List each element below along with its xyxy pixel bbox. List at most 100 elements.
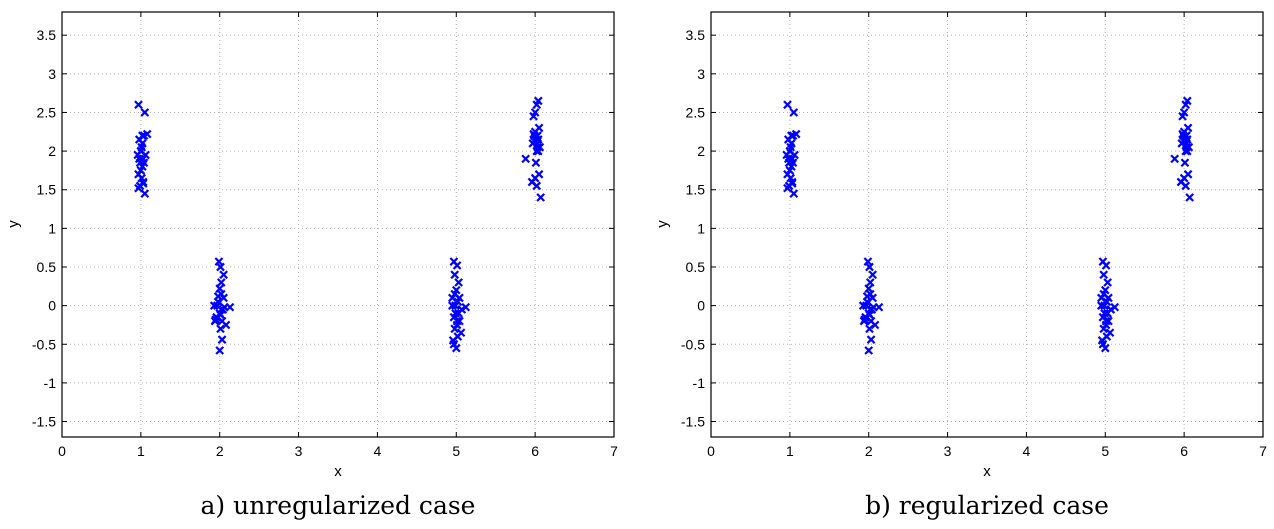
data-point <box>455 293 464 303</box>
data-point <box>1099 324 1109 334</box>
data-point <box>783 100 792 110</box>
data-point <box>1178 111 1187 121</box>
data-point <box>533 146 543 156</box>
y-tick-label: 3.5 <box>37 27 57 43</box>
x-tick-label: 4 <box>374 443 382 459</box>
plot-a: 0 1 2 3 4 5 6 7 -1.5 -1 -0.5 0 0.5 1 1.5 2 2.5 3 3.5 x y a… <box>5 11 618 520</box>
data-point <box>864 346 874 355</box>
data-point <box>789 189 799 198</box>
data-point <box>1098 339 1108 349</box>
data-point <box>142 129 152 139</box>
data-point <box>449 339 459 349</box>
data-point <box>1100 301 1109 310</box>
data-point <box>451 301 460 310</box>
plot-a-ylabel: y <box>5 220 22 228</box>
data-point <box>1182 96 1192 106</box>
data-point <box>787 139 796 148</box>
data-point <box>869 302 878 312</box>
y-tick-label: 3 <box>48 66 56 82</box>
plot-b: 0 1 2 3 4 5 6 7 -1.5 -1 -0.5 0 0.5 1 1.5 2 2.5 3 3.5 x y b… <box>654 11 1267 520</box>
data-point <box>454 278 464 287</box>
data-point <box>461 302 471 312</box>
data-point <box>136 146 146 156</box>
plot-a-ticks: 0 1 2 3 4 5 6 7 -1.5 -1 -0.5 0 0.5 1 1.5 2 2.5 3 3.5 <box>32 12 618 459</box>
data-point <box>215 346 225 355</box>
data-point <box>1178 129 1187 139</box>
data-point <box>138 139 147 148</box>
data-point <box>785 146 795 156</box>
plot-a-xlabel: x <box>334 463 342 480</box>
data-point <box>214 257 224 266</box>
data-point <box>1180 158 1190 168</box>
plot-b-ylabel: y <box>654 220 671 228</box>
data-point <box>139 158 149 168</box>
data-point <box>533 139 542 148</box>
data-point <box>874 302 884 312</box>
data-point <box>791 129 801 139</box>
x-tick-label: 5 <box>452 443 460 459</box>
y-tick-label: 0.5 <box>686 259 706 275</box>
plot-a-grid <box>62 12 614 437</box>
x-tick-label: 7 <box>610 443 618 459</box>
y-tick-label: -1.5 <box>681 414 705 430</box>
plot-b-ticks: 0 1 2 3 4 5 6 7 -1.5 -1 -0.5 0 0.5 1 1.5 2 2.5 3 3.5 <box>681 12 1267 459</box>
data-point <box>865 324 874 334</box>
data-point <box>788 158 798 168</box>
data-point <box>450 270 460 280</box>
data-point <box>1101 261 1111 270</box>
data-point <box>865 278 875 287</box>
data-point <box>859 316 869 326</box>
plot-a-frame <box>61 11 615 438</box>
data-point <box>529 129 538 139</box>
x-tick-label: 3 <box>295 443 303 459</box>
y-tick-label: 0 <box>697 298 705 314</box>
data-point <box>450 324 460 334</box>
data-point <box>787 179 797 188</box>
data-point <box>210 316 220 326</box>
plot-a-points <box>133 96 546 355</box>
data-point <box>1101 316 1111 326</box>
plot-a-caption: a) unregularized case <box>201 491 476 520</box>
data-point <box>217 335 227 344</box>
plot-b-xlabel: x <box>983 463 991 480</box>
data-point <box>1110 302 1120 312</box>
plot-b-caption: b) regularized case <box>865 491 1109 520</box>
data-point <box>861 301 871 310</box>
plot-b-points <box>782 96 1195 355</box>
y-tick-label: 2 <box>48 143 56 159</box>
x-tick-label: 1 <box>786 443 794 459</box>
data-point <box>216 310 225 320</box>
y-tick-label: -0.5 <box>32 336 56 352</box>
y-tick-label: 2 <box>697 143 705 159</box>
plot-b-grid <box>711 12 1263 437</box>
data-point <box>865 310 874 320</box>
x-tick-label: 2 <box>865 443 873 459</box>
y-tick-label: 1 <box>48 220 56 236</box>
x-tick-label: 6 <box>1180 443 1188 459</box>
data-point <box>1182 139 1191 148</box>
data-point <box>1185 193 1195 202</box>
data-point <box>219 270 229 280</box>
y-tick-label: 2.5 <box>37 104 57 120</box>
y-tick-label: 1 <box>697 220 705 236</box>
data-point <box>212 301 222 310</box>
data-point <box>1103 309 1113 318</box>
data-point <box>531 158 541 168</box>
data-point <box>868 270 878 280</box>
data-point <box>862 292 872 301</box>
y-tick-label: 3 <box>697 66 705 82</box>
data-point <box>225 302 235 312</box>
data-point <box>213 292 223 301</box>
plot-b-frame <box>710 11 1264 438</box>
x-tick-label: 5 <box>1101 443 1109 459</box>
data-point <box>866 335 876 344</box>
data-point <box>134 100 143 110</box>
data-point <box>863 257 873 266</box>
x-tick-label: 7 <box>1259 443 1267 459</box>
data-point <box>140 189 150 198</box>
data-point <box>530 173 540 183</box>
data-point <box>864 284 874 293</box>
y-tick-label: -1.5 <box>32 414 56 430</box>
data-point <box>1099 270 1109 280</box>
